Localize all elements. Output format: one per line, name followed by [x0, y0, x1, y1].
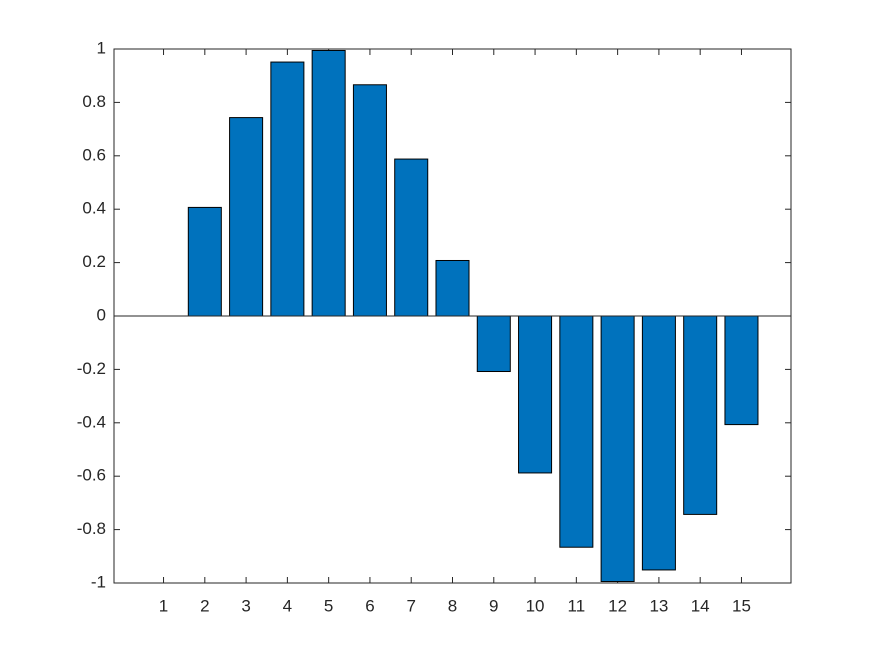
y-tick-label: -1: [91, 572, 106, 591]
y-tick-label: -0.4: [77, 412, 106, 431]
x-tick-label: 3: [241, 596, 250, 615]
x-tick-label: 6: [365, 596, 374, 615]
x-tick-label: 10: [526, 596, 545, 615]
x-tick-label: 2: [200, 596, 209, 615]
bar: [559, 315, 594, 548]
y-tick-label: -0.6: [77, 466, 106, 485]
bar: [435, 259, 470, 317]
x-tick-label: 1: [159, 596, 168, 615]
bar: [311, 49, 346, 317]
x-tick-label: 5: [324, 596, 333, 615]
x-tick-label: 7: [406, 596, 415, 615]
x-tick-label: 13: [649, 596, 668, 615]
x-tick-label: 11: [568, 596, 586, 615]
bar: [187, 206, 222, 317]
bar: [476, 315, 511, 373]
y-tick-label: 1: [97, 38, 106, 57]
bar: [270, 61, 305, 317]
bar: [352, 84, 387, 317]
y-tick-label: 0.6: [82, 145, 106, 164]
x-tick-label: 12: [608, 596, 627, 615]
bar: [229, 117, 264, 317]
y-tick-label: -0.2: [77, 359, 106, 378]
y-tick-label: -0.8: [77, 519, 106, 538]
x-tick-label: 8: [448, 596, 457, 615]
y-tick-label: 0.8: [82, 92, 106, 111]
bar: [394, 158, 429, 317]
x-tick-label: 15: [732, 596, 751, 615]
bar: [600, 315, 635, 583]
x-tick-label: 9: [489, 596, 498, 615]
y-tick-label: 0.2: [82, 252, 106, 271]
bar: [518, 315, 553, 474]
bar: [683, 315, 718, 515]
bar: [724, 315, 759, 426]
bar: [641, 315, 676, 571]
x-tick-label: 4: [283, 596, 292, 615]
x-tick-label: 14: [691, 596, 710, 615]
y-tick-label: 0: [97, 305, 106, 324]
y-tick-label: 0.4: [82, 199, 106, 218]
